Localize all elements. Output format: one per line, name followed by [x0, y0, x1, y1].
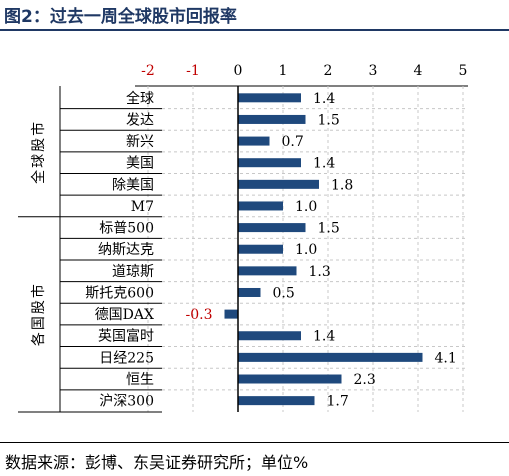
data-label: 1.8 — [331, 177, 353, 193]
data-label: 0.7 — [282, 134, 304, 150]
category-label: 英国富时 — [98, 328, 154, 345]
data-label: 1.3 — [309, 264, 331, 280]
data-label: 1.5 — [318, 112, 340, 128]
bar — [238, 201, 283, 211]
category-label: 日经225 — [99, 350, 154, 366]
category-label: 全球 — [126, 90, 154, 107]
data-label: 1.4 — [313, 156, 335, 172]
category-label: 德国DAX — [95, 307, 154, 323]
bar — [238, 396, 315, 406]
data-label: 1.4 — [313, 329, 335, 345]
category-label: 新兴 — [126, 134, 154, 150]
data-label: 4.1 — [435, 350, 457, 366]
category-label: 纳斯达克 — [98, 242, 154, 258]
group-label: 全球股市 — [30, 120, 47, 184]
bar — [238, 374, 342, 384]
bar — [224, 309, 238, 319]
category-label: 道琼斯 — [112, 264, 154, 280]
data-label: 2.3 — [354, 372, 376, 388]
data-label: 1.0 — [295, 199, 317, 215]
data-label: 1.5 — [318, 221, 340, 237]
bar — [238, 223, 306, 233]
bar — [238, 93, 301, 103]
x-tick-label: 4 — [414, 63, 423, 79]
x-tick-label: -1 — [186, 63, 200, 79]
category-label: 标普500 — [99, 221, 154, 237]
category-label: M7 — [131, 199, 154, 215]
figure-title: 图2：过去一周全球股市回报率 — [4, 7, 237, 27]
bar — [238, 352, 423, 362]
bar — [238, 114, 306, 124]
bar — [238, 287, 261, 297]
category-label: 发达 — [126, 112, 154, 128]
data-label: -0.3 — [186, 307, 213, 323]
bar — [238, 266, 297, 276]
data-label: 0.5 — [273, 285, 295, 301]
x-tick-label: 3 — [369, 63, 378, 79]
x-tick-label: 2 — [324, 63, 333, 79]
source-note: 数据来源：彭博、东吴证券研究所；单位% — [5, 453, 309, 472]
bar — [238, 158, 301, 168]
group-label: 各国股市 — [30, 282, 47, 346]
x-tick-label: 5 — [459, 63, 468, 79]
x-tick-label: -2 — [141, 63, 155, 79]
bar — [238, 136, 270, 146]
x-tick-label: 1 — [279, 63, 288, 79]
source-rule — [0, 442, 509, 443]
bar — [238, 244, 283, 254]
bar — [238, 331, 301, 341]
category-label: 沪深300 — [99, 394, 154, 410]
title-rule — [0, 29, 509, 31]
x-tick-label: 0 — [234, 63, 243, 79]
category-label: 斯托克600 — [85, 285, 154, 301]
bar — [238, 179, 319, 189]
category-label: 美国 — [126, 156, 154, 172]
data-label: 1.0 — [295, 242, 317, 258]
data-label: 1.4 — [313, 91, 335, 107]
data-label: 1.7 — [327, 394, 349, 410]
category-label: 除美国 — [112, 177, 154, 193]
category-label: 恒生 — [126, 372, 154, 388]
